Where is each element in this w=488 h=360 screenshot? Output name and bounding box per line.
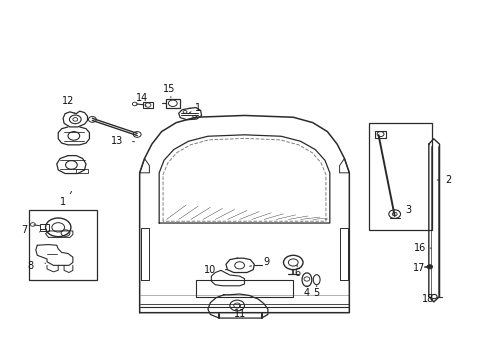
Bar [374, 131, 385, 138]
Text: 17: 17 [412, 263, 425, 273]
Bar [143, 102, 153, 108]
Text: 2: 2 [444, 175, 450, 185]
Text: 8: 8 [27, 261, 33, 271]
Bar [29, 210, 97, 280]
Text: 14: 14 [136, 93, 148, 103]
Text: 3: 3 [405, 206, 410, 216]
Bar [40, 225, 49, 231]
Circle shape [426, 265, 432, 269]
Text: 1: 1 [60, 197, 66, 207]
Text: 13: 13 [110, 136, 122, 145]
Text: 10: 10 [204, 265, 216, 275]
Text: 15: 15 [163, 84, 175, 94]
Text: 12: 12 [61, 96, 74, 106]
Text: 18: 18 [421, 294, 433, 304]
Text: 4: 4 [303, 288, 309, 298]
Text: 11: 11 [233, 310, 245, 319]
Text: 16: 16 [413, 243, 426, 253]
Text: 9: 9 [263, 257, 269, 267]
Bar [165, 99, 180, 108]
Text: 1: 1 [195, 103, 201, 113]
Bar [368, 123, 431, 230]
Text: 5: 5 [313, 288, 319, 298]
Text: 6: 6 [293, 268, 300, 278]
Bar [76, 168, 88, 173]
Text: 7: 7 [21, 225, 27, 235]
